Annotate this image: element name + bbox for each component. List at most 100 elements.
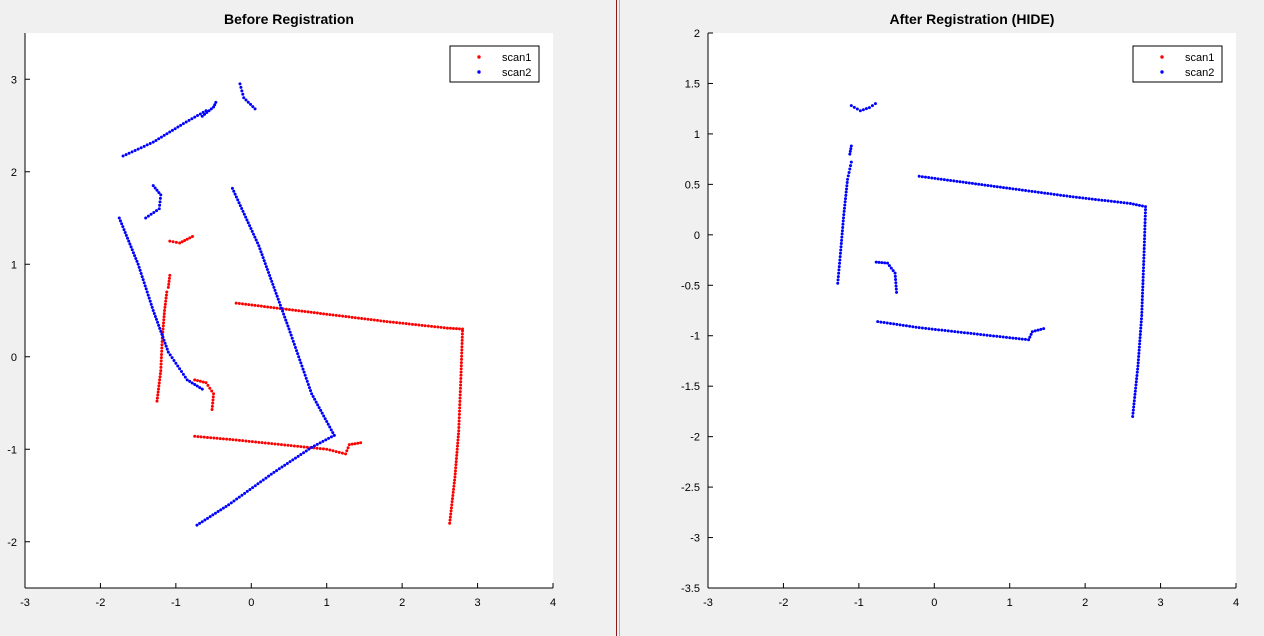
data-point: [190, 117, 194, 121]
data-point: [159, 362, 163, 366]
data-point: [163, 341, 167, 345]
data-point: [269, 472, 273, 476]
data-point: [164, 344, 168, 348]
data-point: [244, 215, 248, 219]
data-point: [270, 279, 274, 283]
data-point: [839, 245, 843, 249]
data-point: [259, 250, 263, 254]
data-point: [455, 450, 459, 454]
data-point: [284, 318, 288, 322]
data-point: [209, 107, 213, 111]
data-point: [299, 361, 303, 365]
data-point: [253, 484, 257, 488]
legend-marker: [1160, 70, 1164, 74]
data-point: [331, 313, 335, 317]
data-point: [886, 261, 890, 265]
data-point: [212, 105, 216, 109]
data-point: [846, 177, 850, 181]
plot-area: [708, 33, 1236, 588]
data-point: [271, 282, 275, 286]
data-point: [241, 209, 245, 213]
data-point: [870, 104, 874, 108]
data-point: [845, 184, 849, 188]
data-point: [143, 284, 147, 288]
data-point: [1140, 304, 1144, 308]
x-tick-label: 4: [550, 597, 556, 609]
data-point: [460, 329, 464, 333]
data-point: [184, 120, 188, 124]
data-point: [456, 432, 460, 436]
data-point: [133, 148, 137, 152]
data-point: [1033, 190, 1037, 194]
data-point: [278, 303, 282, 307]
data-point: [844, 190, 848, 194]
data-point: [1134, 386, 1138, 390]
data-point: [414, 323, 418, 327]
data-point: [1142, 259, 1146, 263]
y-tick-label: -2.5: [681, 482, 700, 494]
data-point: [133, 254, 137, 258]
data-point: [256, 482, 260, 486]
data-point: [144, 287, 148, 291]
data-point: [325, 447, 329, 451]
data-point: [1138, 332, 1142, 336]
data-point: [237, 201, 241, 205]
data-point: [1133, 396, 1137, 400]
data-point: [124, 153, 128, 157]
data-point: [445, 326, 449, 330]
data-point: [264, 476, 268, 480]
data-point: [121, 154, 125, 158]
x-tick-label: 1: [324, 597, 330, 609]
y-tick-label: 2: [11, 167, 17, 179]
data-point: [1090, 197, 1094, 201]
data-point: [314, 400, 318, 404]
data-point: [263, 441, 267, 445]
data-point: [961, 180, 965, 184]
data-point: [391, 320, 395, 324]
data-point: [196, 435, 200, 439]
data-point: [360, 316, 364, 320]
data-point: [1004, 335, 1008, 339]
data-point: [1141, 269, 1145, 273]
data-point: [459, 364, 463, 368]
data-point: [131, 251, 135, 255]
x-tick-label: 0: [248, 597, 254, 609]
data-point: [302, 451, 306, 455]
data-point: [344, 315, 348, 319]
data-point: [168, 273, 172, 277]
data-point: [1134, 380, 1138, 384]
data-point: [893, 274, 897, 278]
data-point: [213, 511, 217, 515]
data-point: [1137, 345, 1141, 349]
data-point: [210, 404, 214, 408]
data-point: [267, 441, 271, 445]
legend-box: [1132, 45, 1223, 83]
data-point: [966, 331, 970, 335]
data-point: [1084, 196, 1088, 200]
data-point: [328, 448, 332, 452]
data-point: [946, 329, 950, 333]
data-point: [137, 265, 141, 269]
data-point: [372, 318, 376, 322]
data-point: [1065, 194, 1069, 198]
data-point: [1136, 358, 1140, 362]
panel-divider[interactable]: [616, 0, 620, 636]
data-point: [350, 315, 354, 319]
data-point: [251, 486, 255, 490]
data-point: [267, 271, 271, 275]
data-point: [459, 370, 463, 374]
data-point: [208, 386, 212, 390]
data-point: [1078, 196, 1082, 200]
data-point: [1059, 193, 1063, 197]
data-point: [158, 378, 162, 382]
data-point: [168, 239, 172, 243]
data-point: [260, 441, 264, 445]
data-point: [1139, 323, 1143, 327]
data-point: [852, 105, 856, 109]
data-point: [874, 260, 878, 264]
data-point: [155, 188, 159, 192]
data-point: [1133, 389, 1137, 393]
data-point: [1141, 272, 1145, 276]
data-point: [291, 458, 295, 462]
data-point: [155, 399, 159, 403]
